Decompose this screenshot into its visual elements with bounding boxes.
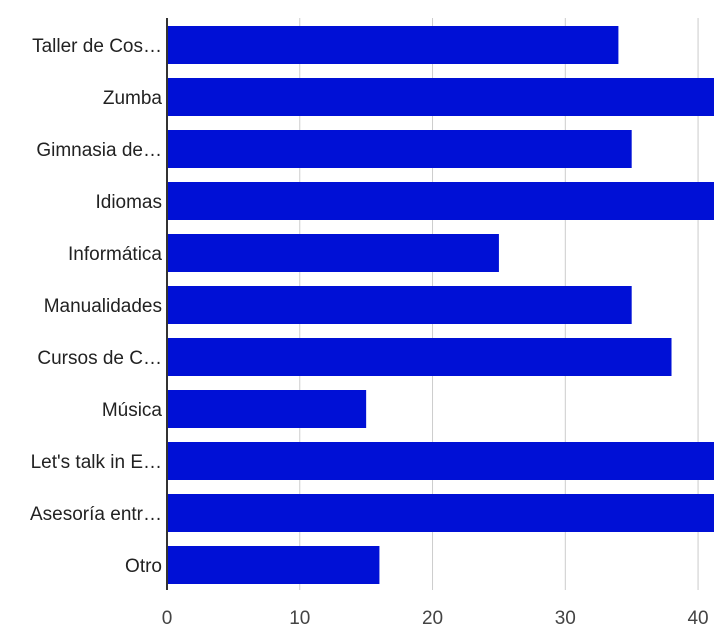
category-labels: Taller de Cos… Zumba Gimnasia de… Idiomas In…: [30, 36, 162, 577]
category-label: Taller de Cos…: [32, 36, 162, 57]
category-label: Zumba: [103, 88, 163, 109]
bars: [167, 26, 714, 584]
category-label: Manualidades: [44, 296, 162, 317]
bar: [167, 338, 672, 376]
bar: [167, 234, 499, 272]
category-label: Cursos de C…: [37, 348, 162, 369]
category-label: Let's talk in E…: [31, 452, 162, 473]
bar: [167, 78, 714, 116]
x-tick-label: 20: [422, 608, 443, 627]
bar: [167, 130, 632, 168]
bar: [167, 390, 367, 428]
bar: [167, 442, 714, 480]
category-label: Idiomas: [95, 192, 162, 213]
bar: [167, 182, 714, 220]
category-label: Informática: [68, 244, 162, 265]
x-tick-label: 40: [687, 608, 708, 627]
x-tick-label: 10: [289, 608, 310, 627]
category-label: Gimnasia de…: [36, 140, 162, 161]
x-tick-label: 0: [162, 608, 173, 627]
bar: [167, 286, 632, 324]
x-tick-labels: 0 10 20 30 40: [162, 608, 709, 629]
bar: [167, 26, 619, 64]
x-tick-label: 30: [555, 608, 576, 627]
category-label: Música: [102, 400, 163, 421]
bar: [167, 494, 714, 532]
bar: [167, 546, 380, 584]
category-label: Asesoría entr…: [30, 504, 162, 525]
category-label: Otro: [125, 556, 162, 577]
